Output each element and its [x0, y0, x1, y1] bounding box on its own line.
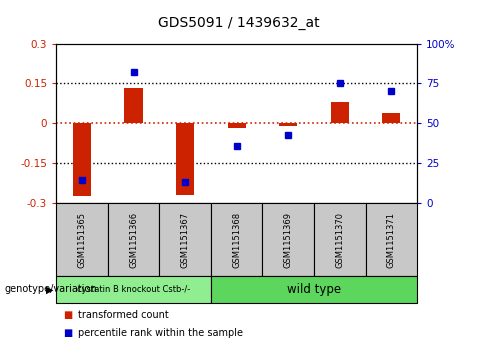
Text: cystatin B knockout Cstb-/-: cystatin B knockout Cstb-/-	[77, 285, 190, 294]
Text: genotype/variation: genotype/variation	[5, 285, 98, 294]
Text: percentile rank within the sample: percentile rank within the sample	[78, 328, 243, 338]
Text: wild type: wild type	[287, 283, 341, 296]
Text: ▶: ▶	[46, 285, 54, 294]
Bar	[331, 102, 349, 123]
Bar	[383, 113, 401, 123]
Text: GSM1151369: GSM1151369	[284, 212, 293, 268]
Text: GSM1151370: GSM1151370	[335, 212, 345, 268]
Text: GSM1151368: GSM1151368	[232, 212, 241, 268]
Text: ■: ■	[63, 310, 73, 321]
Text: GSM1151366: GSM1151366	[129, 212, 138, 268]
Bar	[73, 123, 91, 196]
Text: transformed count: transformed count	[78, 310, 169, 321]
Text: GSM1151367: GSM1151367	[181, 212, 190, 268]
Bar	[176, 123, 194, 195]
Bar	[124, 88, 142, 123]
Bar	[228, 123, 246, 128]
Text: GDS5091 / 1439632_at: GDS5091 / 1439632_at	[158, 16, 320, 30]
Text: GSM1151365: GSM1151365	[78, 212, 86, 268]
Bar	[279, 123, 297, 126]
Text: GSM1151371: GSM1151371	[387, 212, 396, 268]
Text: ■: ■	[63, 328, 73, 338]
